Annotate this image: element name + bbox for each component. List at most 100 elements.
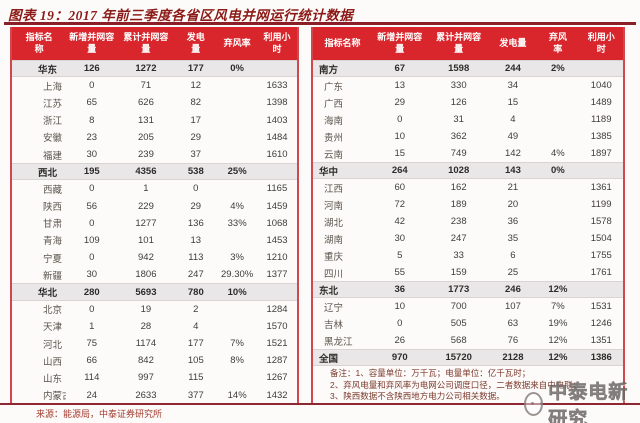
table-row: 辽宁 10 700 107 7% 1531 xyxy=(313,298,623,315)
table-row: 云南 15 749 142 4% 1897 xyxy=(313,145,623,162)
cell-generation: 2 xyxy=(193,303,199,315)
cell-generation: 0 xyxy=(193,183,199,195)
cell-curtailment-rate: 29.30% xyxy=(221,269,254,281)
table-row: 河南 72 189 20 1199 xyxy=(313,196,623,213)
cell-utilization-hours: 1386 xyxy=(590,352,612,363)
table-row: 重庆 5 33 6 1755 xyxy=(313,247,623,264)
row-region-name: 江苏 xyxy=(43,99,63,110)
cell-generation: 4 xyxy=(193,320,199,332)
cell-generation: 105 xyxy=(187,355,204,367)
cell-utilization-hours: 1761 xyxy=(590,267,612,278)
cell-new-capacity: 970 xyxy=(391,352,408,363)
table-row: 陕西 56 229 29 4% 1459 xyxy=(12,198,297,215)
cell-curtailment-rate: 3% xyxy=(230,252,244,264)
cell-generation: 2128 xyxy=(502,352,524,363)
table-row: 河北 75 1174 177 7% 1521 xyxy=(12,335,297,352)
cell-new-capacity: 75 xyxy=(86,338,98,350)
cell-cumulative-capacity: 942 xyxy=(138,252,154,264)
cell-cumulative-capacity: 189 xyxy=(450,199,467,210)
cell-cumulative-capacity: 1806 xyxy=(135,269,157,281)
cell-cumulative-capacity: 101 xyxy=(138,234,154,246)
cell-cumulative-capacity: 842 xyxy=(138,355,154,367)
cell-generation: 21 xyxy=(507,182,519,193)
cell-generation: 244 xyxy=(505,63,521,74)
cell-generation: 49 xyxy=(507,131,519,142)
cell-curtailment-rate: 33% xyxy=(227,217,247,229)
cell-new-capacity: 114 xyxy=(84,372,100,384)
table-row: 山东 114 997 115 1267 xyxy=(12,369,297,386)
cell-curtailment-rate: 12% xyxy=(548,352,568,363)
row-region-name: 江西 xyxy=(324,184,344,195)
table-row: 广东 13 330 34 1040 xyxy=(313,77,623,94)
column-header: 累计并网容 量 xyxy=(123,32,169,54)
column-header: 发电量 xyxy=(499,37,527,48)
row-region-name: 陕西 xyxy=(43,203,63,214)
row-region-name: 华中 xyxy=(319,167,339,178)
cell-cumulative-capacity: 239 xyxy=(138,149,154,161)
table-row: 浙江 8 131 17 1403 xyxy=(12,112,297,129)
cell-generation: 36 xyxy=(507,216,519,227)
row-region-name: 辽宁 xyxy=(324,303,344,314)
cell-curtailment-rate: 14% xyxy=(227,389,247,401)
table-row: 贵州 10 362 49 1385 xyxy=(313,128,623,145)
row-region-name: 上海 xyxy=(43,82,63,93)
cell-cumulative-capacity: 700 xyxy=(450,301,467,312)
cell-generation: 25 xyxy=(507,267,519,278)
row-region-name: 福建 xyxy=(43,151,63,162)
cell-utilization-hours: 1398 xyxy=(266,97,288,109)
cell-new-capacity: 0 xyxy=(89,252,95,264)
cell-new-capacity: 0 xyxy=(89,80,95,92)
cell-utilization-hours: 1165 xyxy=(266,183,288,195)
cell-cumulative-capacity: 238 xyxy=(450,216,467,227)
row-region-name: 湖北 xyxy=(324,218,344,229)
cell-generation: 538 xyxy=(187,166,204,178)
row-region-name: 北京 xyxy=(43,306,63,317)
cell-cumulative-capacity: 505 xyxy=(450,318,467,329)
bottom-divider xyxy=(0,403,640,405)
table-row: 福建 30 239 37 1610 xyxy=(12,146,297,163)
table-row: 西北 195 4356 538 25% xyxy=(12,163,297,181)
cell-utilization-hours: 1578 xyxy=(590,216,612,227)
cell-new-capacity: 65 xyxy=(86,97,98,109)
title-divider xyxy=(4,22,636,25)
cell-utilization-hours: 1351 xyxy=(590,335,612,346)
row-region-name: 山西 xyxy=(43,357,63,368)
cell-cumulative-capacity: 1272 xyxy=(135,63,157,75)
cell-curtailment-rate: 12% xyxy=(548,284,568,295)
column-header: 发电 量 xyxy=(186,32,205,54)
table-row: 宁夏 0 942 113 3% 1210 xyxy=(12,249,297,266)
cell-cumulative-capacity: 126 xyxy=(450,97,467,108)
table-row: 山西 66 842 105 8% 1287 xyxy=(12,352,297,369)
table-row: 华中 264 1028 143 0% xyxy=(313,162,623,179)
cell-utilization-hours: 1403 xyxy=(266,114,288,126)
cell-new-capacity: 23 xyxy=(86,131,98,143)
footnote-line: 3、陕西数据不含陕西地方电力公司相关数据。 xyxy=(330,391,505,401)
cell-curtailment-rate: 25% xyxy=(227,166,247,178)
cell-cumulative-capacity: 1174 xyxy=(135,338,157,350)
row-region-name: 河北 xyxy=(43,340,63,351)
cell-generation: 177 xyxy=(187,63,204,75)
cell-cumulative-capacity: 362 xyxy=(450,131,467,142)
cell-cumulative-capacity: 229 xyxy=(138,200,154,212)
cell-new-capacity: 72 xyxy=(394,199,406,210)
row-region-name: 甘肃 xyxy=(43,220,63,231)
footnote-line: 2、弃风电量和弃风率为电网公司调度口径，二者数据来自中电联； xyxy=(330,379,582,390)
cell-cumulative-capacity: 19 xyxy=(140,303,152,315)
cell-new-capacity: 67 xyxy=(394,63,406,74)
table-row: 西藏 0 1 0 1165 xyxy=(12,180,297,197)
column-header: 新增并网容 量 xyxy=(69,32,115,54)
cell-new-capacity: 0 xyxy=(89,303,95,315)
cell-new-capacity: 10 xyxy=(394,131,406,142)
cell-generation: 780 xyxy=(187,286,204,298)
cell-new-capacity: 30 xyxy=(86,269,98,281)
left-table-header: 指标名 称 新增并网容 量 累计并网容 量 发电 量 弃风率 利用小 时 xyxy=(12,27,297,60)
cell-utilization-hours: 1531 xyxy=(590,301,612,312)
cell-utilization-hours: 1189 xyxy=(591,114,612,125)
cell-cumulative-capacity: 1598 xyxy=(448,63,470,74)
cell-utilization-hours: 1453 xyxy=(266,234,288,246)
row-region-name: 安徽 xyxy=(43,134,63,145)
column-header: 新增并网容 量 xyxy=(377,32,423,54)
cell-utilization-hours: 1504 xyxy=(590,233,612,244)
column-header: 指标名 称 xyxy=(25,32,53,54)
cell-new-capacity: 10 xyxy=(394,301,406,312)
